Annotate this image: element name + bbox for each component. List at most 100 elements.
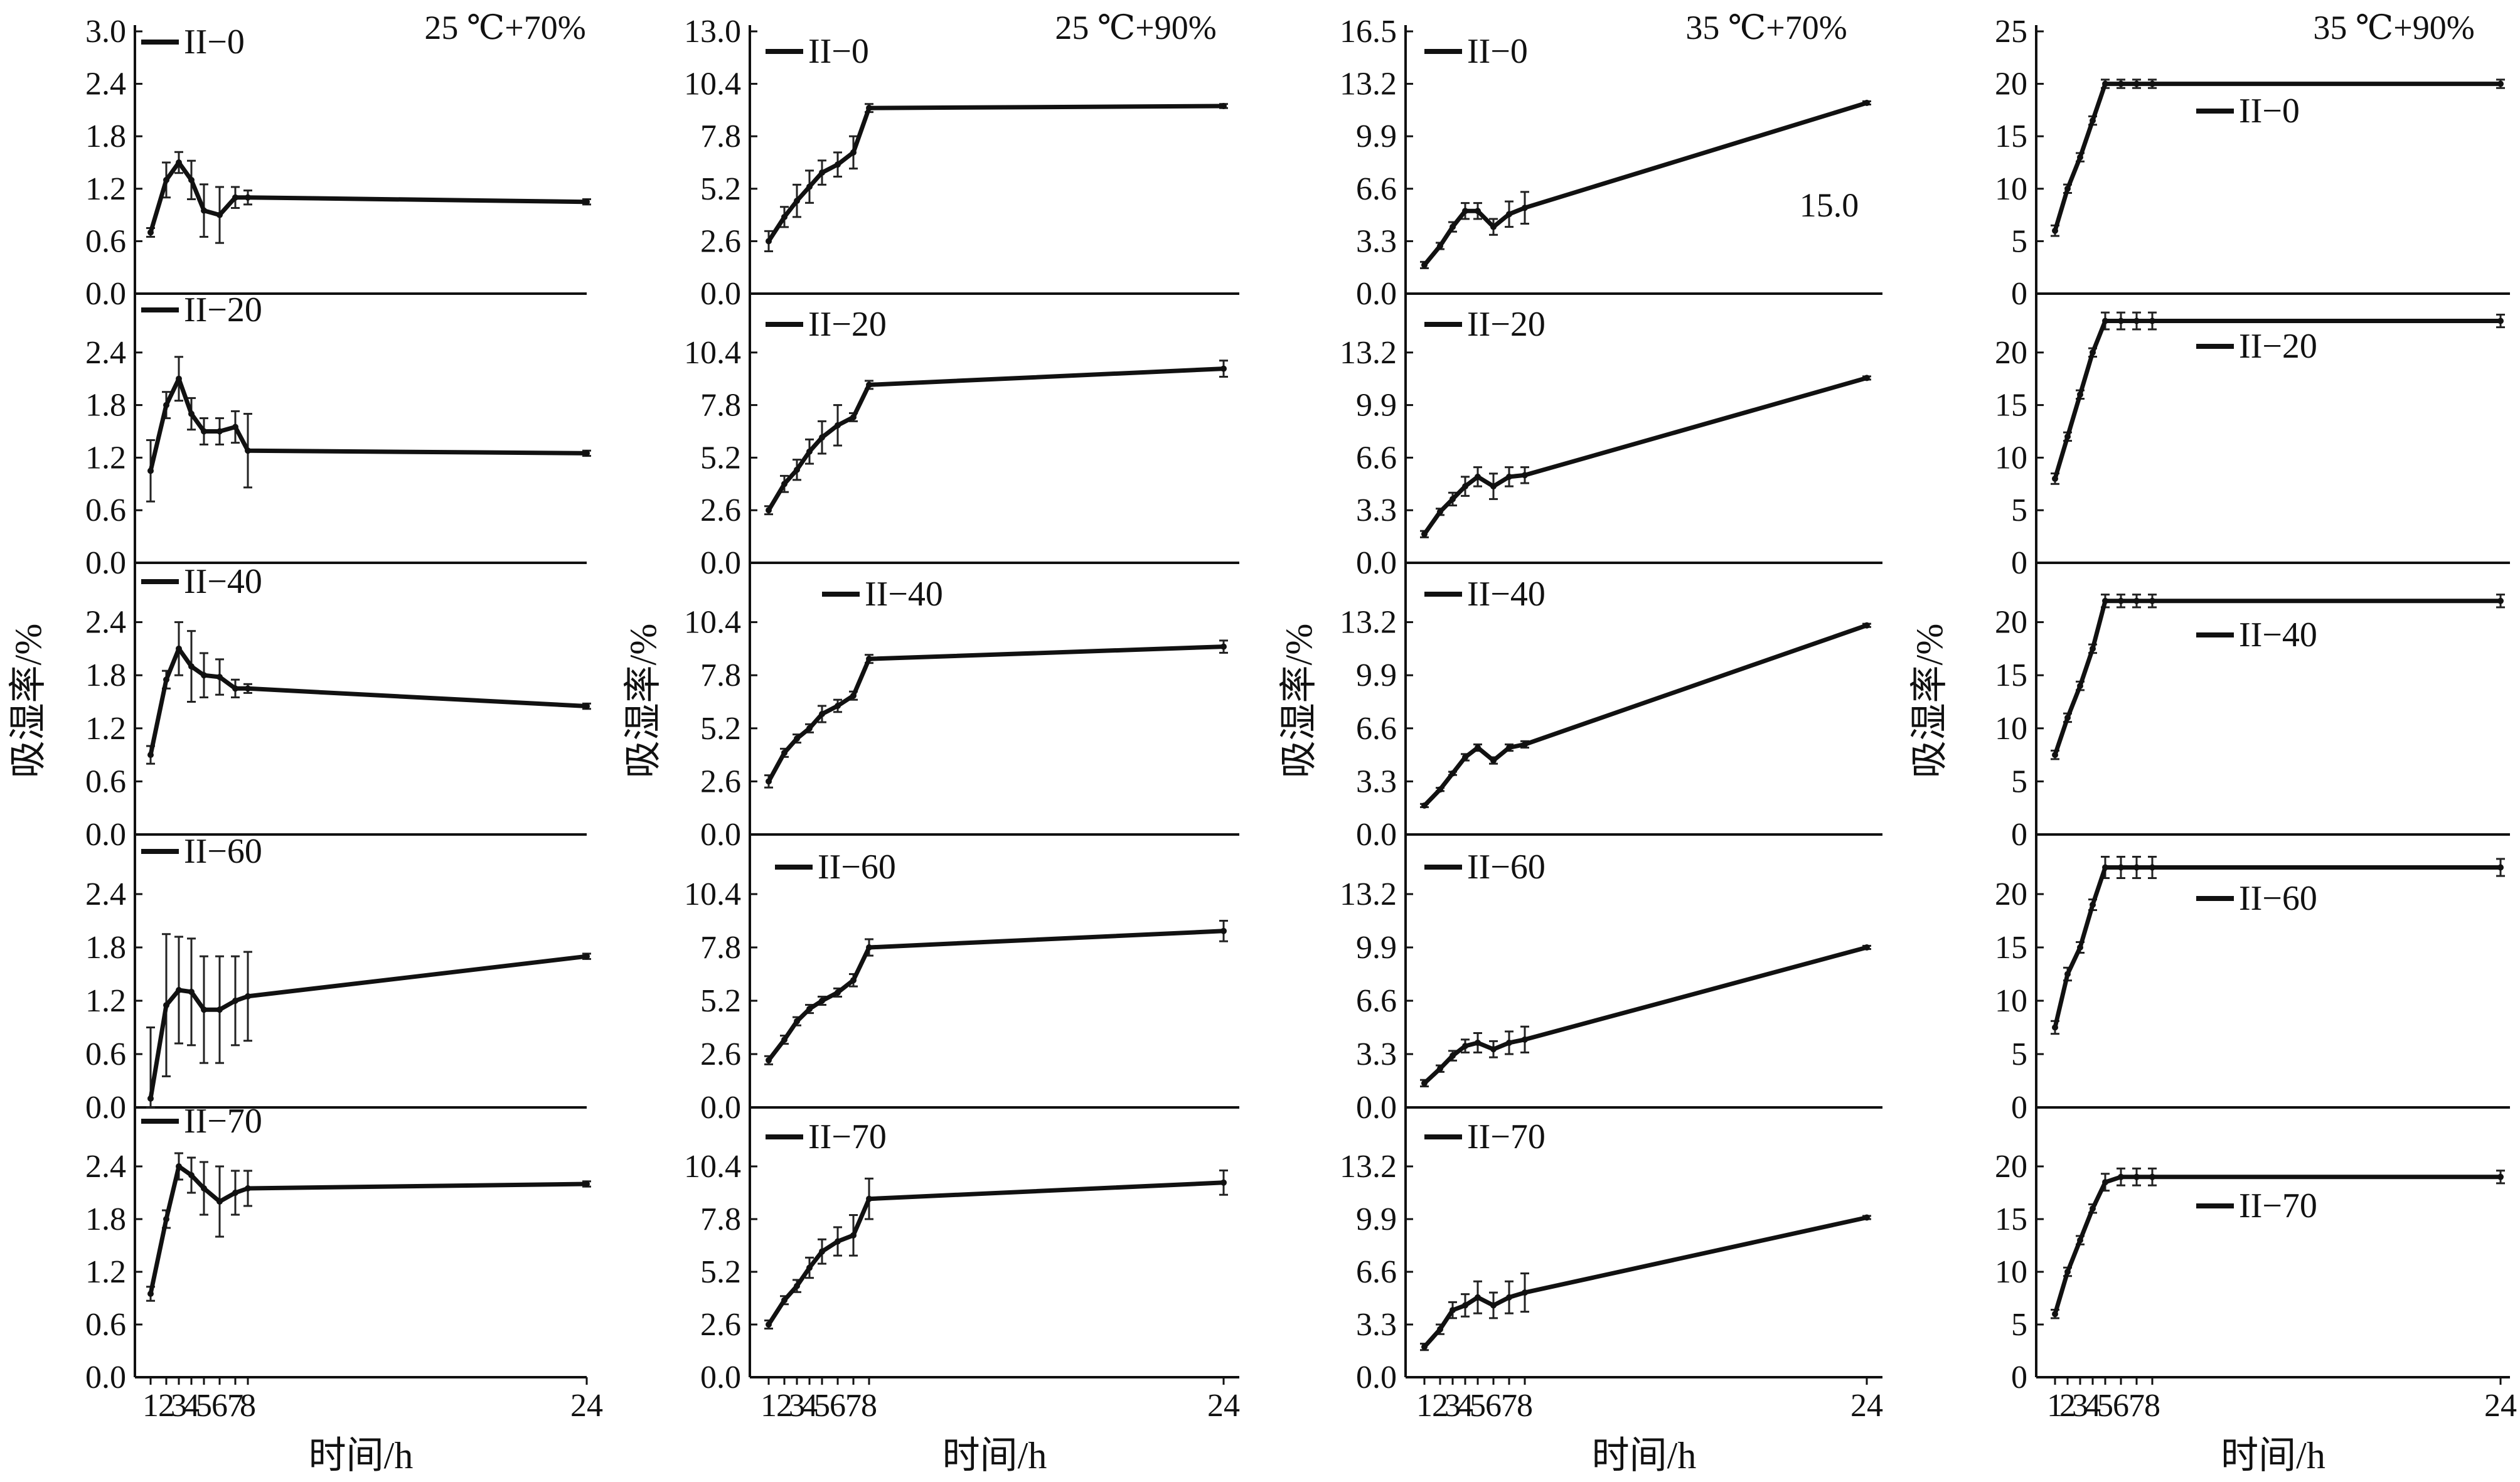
subplot-3-5: 0.0 3.3 6.6 9.9 13.2 II−70 [1340, 1117, 1882, 1395]
data-point [2133, 1173, 2140, 1180]
y-tick-label: 0.0 [85, 545, 126, 581]
data-point [176, 987, 182, 993]
y-tick-label: 6.6 [1356, 171, 1397, 207]
y-tick-label: 1.2 [85, 711, 126, 747]
data-point [2052, 227, 2058, 234]
legend-label: II−60 [818, 848, 896, 887]
data-point [2090, 645, 2096, 652]
subplot-4-2: 0 5 10 15 20 II−20 [1995, 311, 2510, 581]
x-axis-label: 时间/h [1592, 1435, 1697, 1476]
data-point [1421, 1080, 1428, 1087]
y-tick-label: 5.2 [700, 711, 741, 747]
legend-label: II−70 [808, 1117, 887, 1156]
data-point [2077, 1237, 2083, 1244]
data-point [2497, 864, 2504, 871]
y-tick-label: 10.4 [684, 1149, 741, 1185]
y-tick-label: 6.6 [1356, 1254, 1397, 1290]
y-tick-label: 3.3 [1356, 223, 1397, 259]
data-point [1506, 473, 1512, 480]
data-point [188, 663, 195, 670]
y-tick-label: 1.2 [85, 983, 126, 1019]
data-point [835, 422, 841, 429]
x-tick-label: 5 [1470, 1388, 1486, 1424]
data-point [245, 194, 251, 201]
y-tick-label: 9.9 [1356, 119, 1397, 154]
data-point [1220, 643, 1227, 650]
data-point [850, 977, 857, 984]
y-tick-label: 0.0 [85, 276, 126, 312]
data-point [163, 176, 169, 183]
data-point [147, 1095, 154, 1102]
y-tick-label: 6.6 [1356, 440, 1397, 476]
data-point [1864, 1214, 1870, 1221]
data-point [1421, 802, 1428, 809]
data-point [147, 752, 154, 759]
y-tick-label: 6.6 [1356, 983, 1397, 1019]
data-point [176, 375, 182, 382]
y-tick-label: 1.8 [85, 658, 126, 693]
data-point [2077, 683, 2083, 690]
y-tick-label: 0 [2011, 817, 2027, 853]
data-point [1462, 1043, 1468, 1050]
y-tick-label: 1.2 [85, 1254, 126, 1290]
subplot-4-3: 0 5 10 15 20 II−40 [1995, 594, 2510, 853]
data-point [216, 211, 223, 218]
x-axis-label: 时间/h [2221, 1435, 2325, 1476]
y-axis-label: 吸湿率/% [1278, 624, 1320, 779]
data-point [2102, 597, 2108, 604]
series-line [1423, 1215, 1867, 1348]
data-point [2090, 117, 2096, 124]
y-tick-label: 5 [2011, 764, 2027, 799]
series-line [148, 954, 587, 1099]
chart-column-3: 35 ℃+70% 15.0 0.0 3.3 6.6 9.9 13.2 16.5 II−0 0.0 3… [1278, 9, 1883, 1476]
data-point [781, 749, 788, 756]
data-point [781, 213, 788, 220]
x-tick-label: 4 [801, 1388, 818, 1424]
subplot-3-4: 0.0 3.3 6.6 9.9 13.2 II−60 [1340, 848, 1882, 1126]
y-tick-label: 9.9 [1356, 658, 1397, 693]
y-tick-label: 0.0 [700, 276, 741, 312]
data-point [2102, 317, 2108, 324]
data-point [1506, 211, 1512, 218]
chart-column-1: 25 ℃+70% 0.0 0.6 1.2 1.8 2.4 3.0 II−0 0.0 0.6 1.2 1… [8, 9, 603, 1476]
data-point [766, 1057, 772, 1064]
data-point [866, 105, 872, 112]
data-point [147, 1291, 154, 1297]
condition-label: 35 ℃+90% [2313, 9, 2474, 46]
y-tick-label: 1.8 [85, 1202, 126, 1237]
subplot-2-2: 0.0 2.6 5.2 7.8 10.4 II−20 [684, 305, 1239, 581]
data-point [2102, 1179, 2108, 1186]
y-tick-label: 13.2 [1340, 1149, 1397, 1185]
data-point [216, 1198, 223, 1205]
x-tick-label: 6 [1485, 1388, 1502, 1424]
series-line [1423, 623, 1868, 808]
data-point [1421, 531, 1428, 538]
data-point [819, 998, 825, 1004]
data-point [794, 1282, 800, 1289]
legend-label: II−20 [2239, 327, 2317, 366]
subplot-4-4: 0 5 10 15 20 II−60 [1995, 856, 2510, 1126]
data-point [1506, 1294, 1512, 1301]
y-tick-label: 0.0 [1356, 276, 1397, 312]
x-tick-label: 24 [2484, 1388, 2517, 1424]
data-point [2102, 864, 2108, 871]
data-point [781, 1037, 788, 1043]
series-line [1423, 945, 1867, 1085]
subplot-1-3: 0.0 0.6 1.2 1.8 2.4 II−40 [85, 562, 591, 853]
data-point [1421, 1343, 1428, 1350]
data-point [2149, 317, 2155, 324]
y-axis-label: 吸湿率/% [8, 624, 49, 779]
data-point [1462, 208, 1468, 215]
y-tick-label: 5 [2011, 493, 2027, 528]
data-point [2064, 433, 2071, 440]
data-point [1475, 1294, 1481, 1301]
subplot-2-5: 0.0 2.6 5.2 7.8 10.4 II−70 [684, 1117, 1239, 1395]
x-tick-label: 3 [2072, 1388, 2088, 1424]
data-point [2064, 971, 2071, 978]
y-tick-label: 2.4 [85, 1149, 126, 1185]
y-tick-label: 0.0 [85, 817, 126, 853]
x-tick-label: 8 [1517, 1388, 1533, 1424]
y-tick-label: 2.6 [700, 223, 741, 259]
y-tick-label: 10.4 [684, 877, 741, 912]
